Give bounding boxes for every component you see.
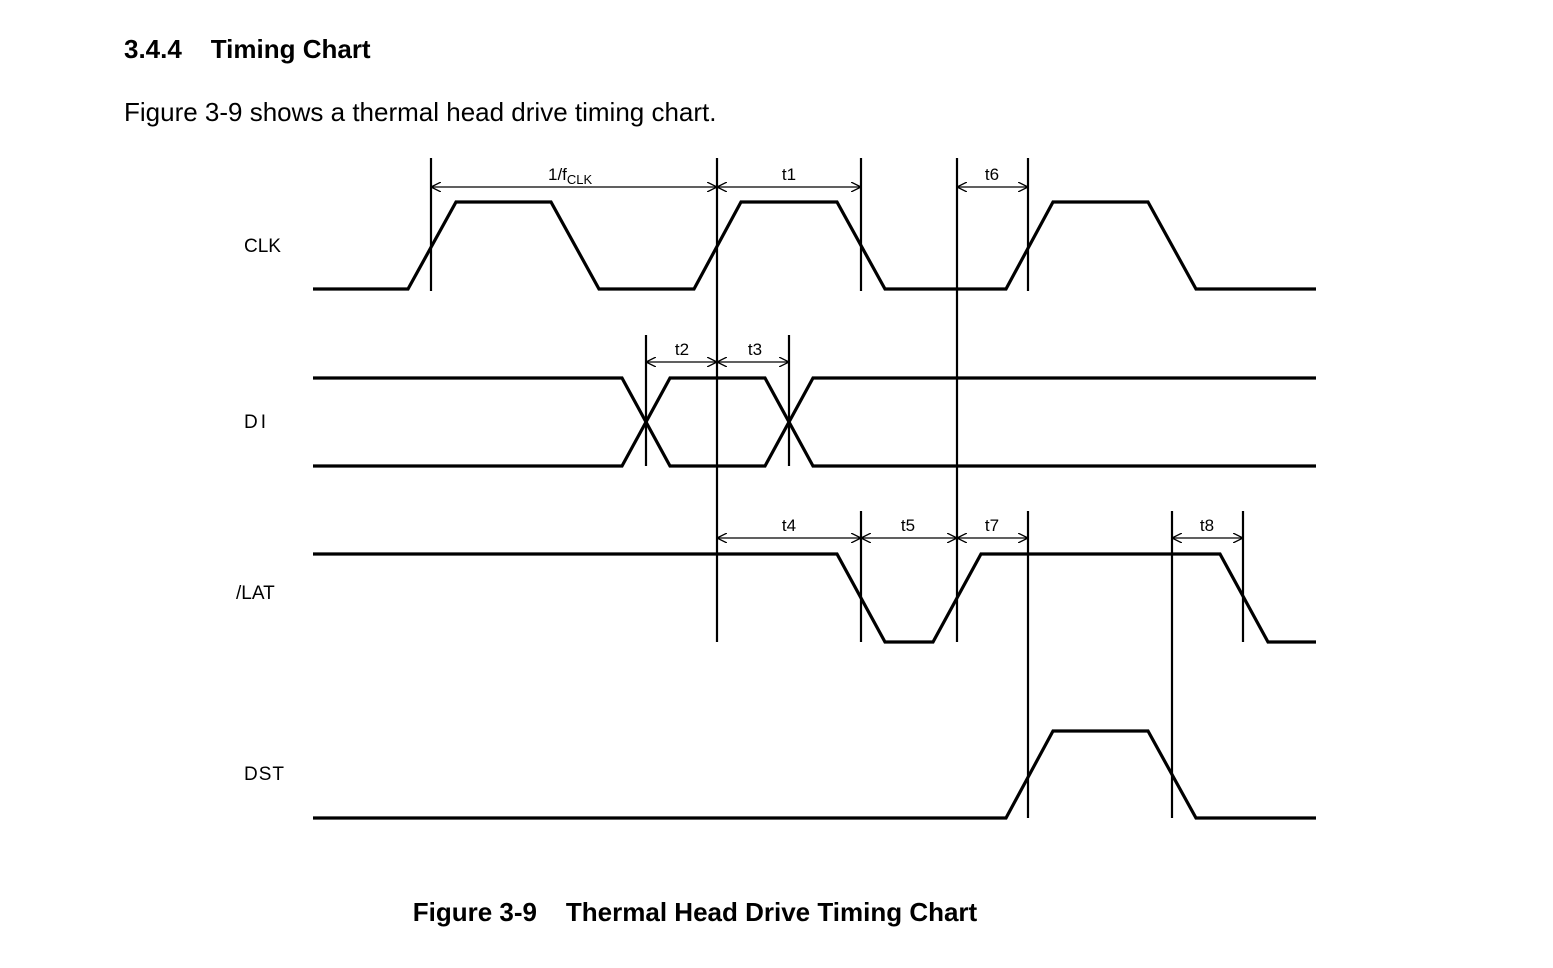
figure-caption: Figure 3-9 Thermal Head Drive Timing Cha… — [0, 897, 1390, 928]
intro-text: Figure 3-9 shows a thermal head drive ti… — [124, 97, 717, 127]
lat-waveform — [313, 552, 1316, 644]
timing-label-t4: t4 — [782, 516, 796, 535]
figure-caption-title: Thermal Head Drive Timing Chart — [565, 897, 978, 927]
section-number: 3.4.4 — [124, 34, 182, 64]
di-waveform-high — [313, 376, 1316, 426]
signal-label-clk: CLK — [244, 236, 281, 257]
dst-waveform — [313, 729, 1316, 820]
section-title: Timing Chart — [210, 34, 371, 64]
clk-waveform — [313, 200, 1316, 291]
di-waveform-low — [313, 418, 1316, 468]
timing-label-t1: t1 — [782, 165, 796, 184]
section-heading: 3.4.4 Timing Chart — [124, 34, 371, 65]
timing-label-t3: t3 — [748, 340, 762, 359]
figure-caption-number: Figure 3-9 — [412, 897, 538, 927]
timing-label-t2: t2 — [675, 340, 689, 359]
signal-label-lat: /LAT — [236, 583, 275, 604]
timing-label-t6: t6 — [985, 165, 999, 184]
timing-label-t5: t5 — [901, 516, 915, 535]
signal-label-dst: DST — [244, 764, 285, 785]
timing-label-period: 1/fCLK — [548, 165, 593, 187]
timing-label-period-prefix: 1/f — [548, 165, 567, 184]
timing-label-t7: t7 — [985, 516, 999, 535]
timing-label-period-subscript: CLK — [567, 172, 593, 187]
timing-label-t8: t8 — [1200, 516, 1214, 535]
signal-label-di: DI — [244, 412, 269, 433]
